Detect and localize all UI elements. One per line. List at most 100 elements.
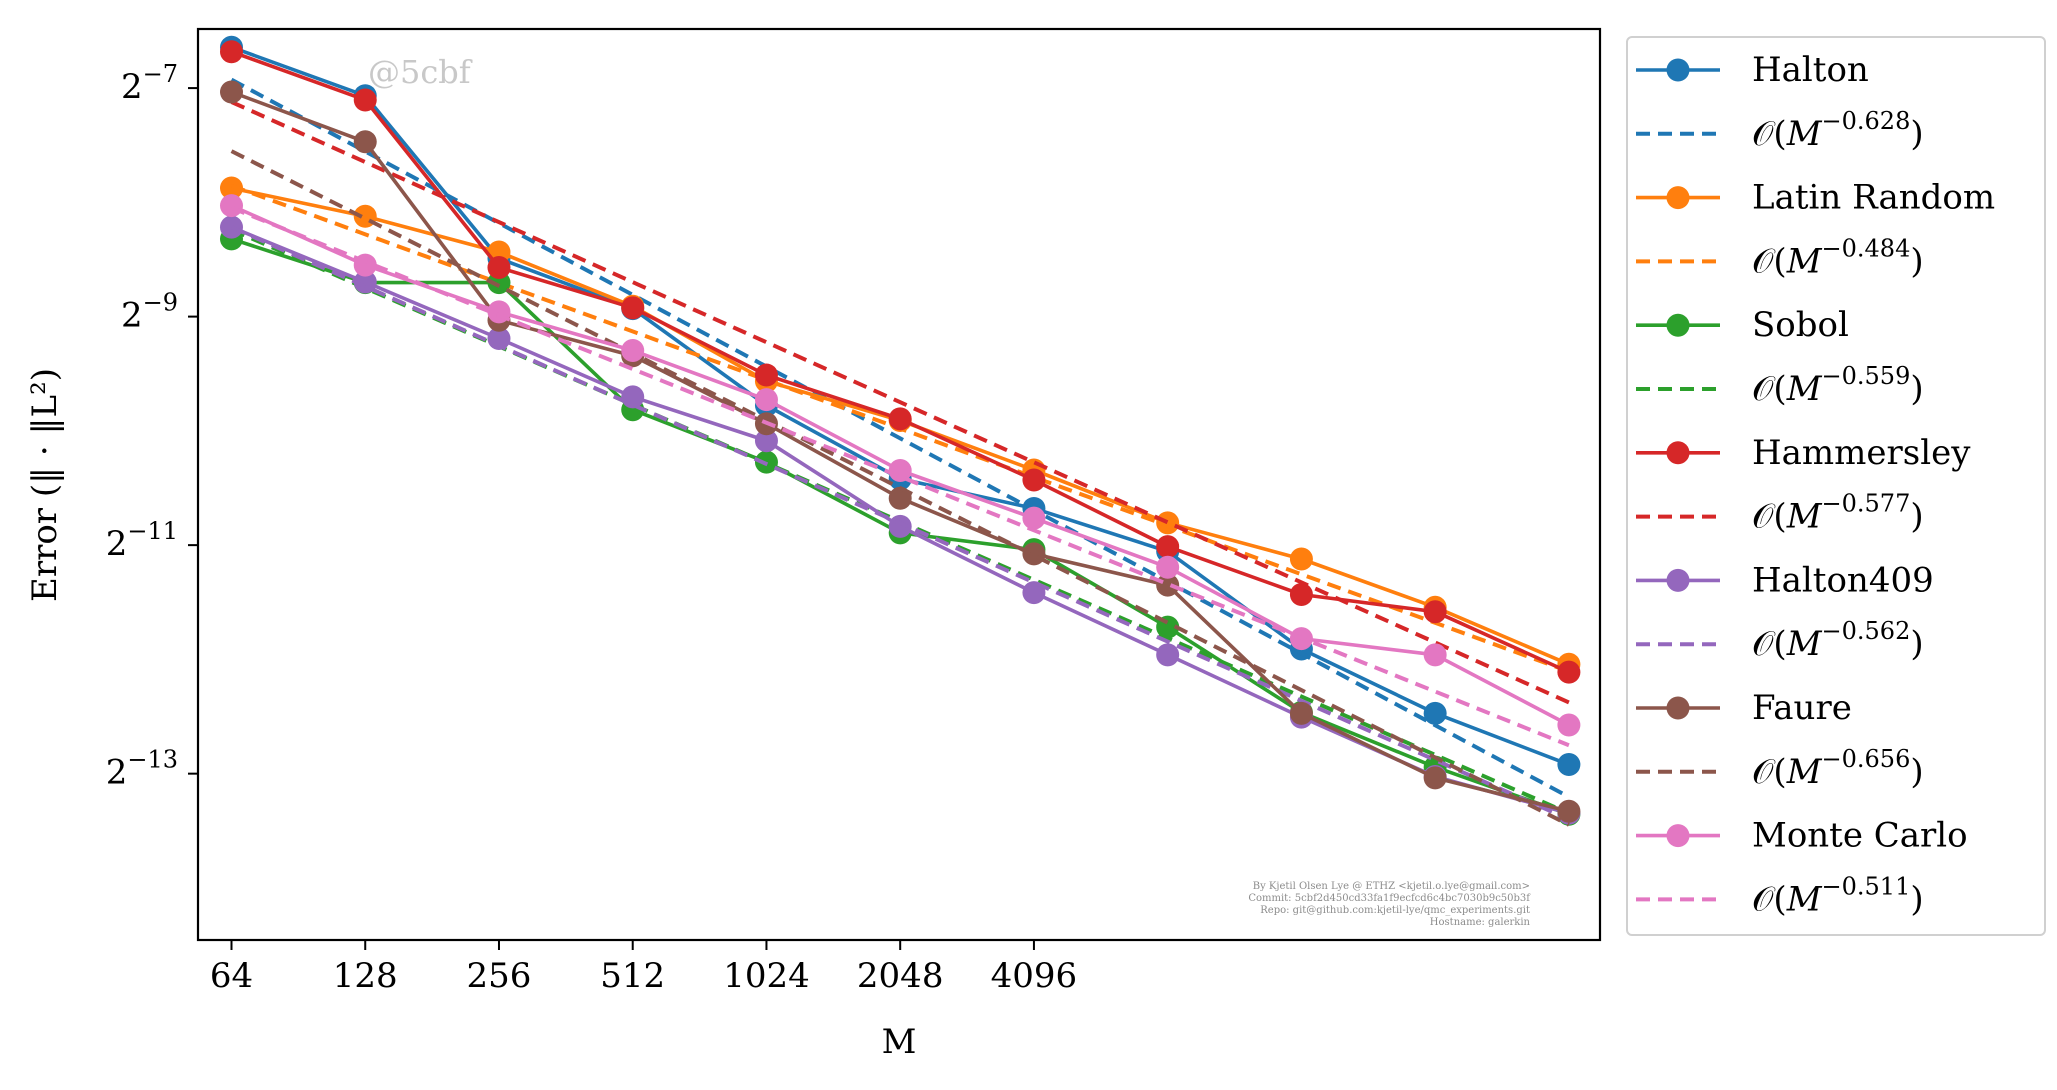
fit-line [230,77,1570,799]
legend-item-2: Latin Random [1636,178,1995,218]
data-point [1557,660,1581,684]
fit-line [230,149,1570,827]
data-point [888,407,912,431]
x-tick-label: 4096 [991,956,1078,996]
fit-line [230,225,1570,822]
data-point [1423,701,1447,725]
legend-label: 𝒪(M−0.484) [1752,234,1924,281]
legend-swatch-marker [1666,441,1690,465]
legend-frame [1626,36,2046,936]
data-point [1423,643,1447,667]
y-tick-label: 2−7 [121,60,178,107]
credits-line: Repo: git@github.com:kjetil-lye/qmc_expe… [1260,905,1530,916]
legend-item-0: Halton [1636,50,1869,90]
legend-item-6: Hammersley [1636,433,1971,473]
credits-line: Hostname: galerkin [1430,917,1531,928]
x-axis-label: M [882,1022,917,1062]
series-7 [230,100,1570,705]
data-point [754,388,778,412]
data-point [1557,753,1581,777]
fit-line [230,205,1570,748]
credits-line: Commit: 5cbf2d450cd33fa1f9ecfcd6c4bc7030… [1248,893,1531,904]
x-tick-label: 1024 [723,956,810,996]
legend-swatch-marker [1666,696,1690,720]
legend-item-3: 𝒪(M−0.484) [1636,234,1924,281]
legend-label: 𝒪(M−0.559) [1752,362,1924,409]
legend-label: Faure [1752,688,1852,728]
data-point [219,40,243,64]
y-tick-label: 2−13 [106,746,178,793]
data-point [754,363,778,387]
data-point [1022,468,1046,492]
series-13 [230,205,1570,748]
data-point [1022,506,1046,530]
x-tick-label: 64 [210,956,253,996]
watermark: @5cbf [368,53,473,91]
fit-line [230,100,1570,705]
legend-item-9: 𝒪(M−0.562) [1636,617,1924,664]
x-tick-label: 2048 [857,956,944,996]
data-point [888,514,912,538]
data-point [621,385,645,409]
legend-item-4: Sobol [1636,305,1849,345]
plot-series [219,35,1581,827]
plot-frame [196,27,1602,942]
y-tick-label: 2−9 [121,289,178,336]
data-point [1156,643,1180,667]
series-1 [230,77,1570,799]
data-point [353,88,377,112]
data-point [1156,573,1180,597]
legend-label: Halton [1752,50,1869,90]
data-point [1022,542,1046,566]
data-point [219,176,243,200]
data-point [1423,600,1447,624]
credits-block: By Kjetil Olsen Lye @ ETHZ <kjetil.o.lye… [1248,881,1531,928]
y-axis-ticks: 2−7 2−9 2−11 2−13 [106,60,198,793]
legend-swatch-marker [1666,313,1690,337]
data-point [487,256,511,280]
x-tick-label: 256 [467,956,532,996]
data-point [1423,766,1447,790]
legend-label: Halton409 [1752,560,1934,600]
legend-label: Hammersley [1752,433,1971,473]
data-point [1289,547,1313,571]
legend-item-8: Halton409 [1636,560,1934,600]
y-tick-label: 2−11 [106,517,178,564]
legend-label: 𝒪(M−0.577) [1752,490,1924,537]
data-point [621,296,645,320]
legend-swatch-marker [1666,824,1690,848]
legend-item-5: 𝒪(M−0.559) [1636,362,1924,409]
data-point [1557,799,1581,823]
legend-label: 𝒪(M−0.628) [1752,107,1924,154]
x-axis-ticks: 64 128 256 512 1024 2048 4096 [210,940,1077,996]
legend-item-13: 𝒪(M−0.511) [1636,872,1924,919]
legend-item-1: 𝒪(M−0.628) [1636,107,1924,154]
data-point [219,194,243,218]
legend-label: Monte Carlo [1752,816,1968,856]
data-point [219,80,243,104]
data-point [621,339,645,363]
data-point [1289,701,1313,725]
data-point [754,429,778,453]
data-point [1156,511,1180,535]
data-point [1156,555,1180,579]
legend-item-10: Faure [1636,688,1852,728]
legend: Halton 𝒪(M−0.628) Latin Random 𝒪(M−0.484) So… [1626,36,2046,936]
legend-item-11: 𝒪(M−0.656) [1636,745,1924,792]
legend-item-12: Monte Carlo [1636,816,1968,856]
x-tick-label: 512 [600,956,665,996]
data-point [353,130,377,154]
legend-swatch-marker [1666,186,1690,210]
data-point [1156,535,1180,559]
series-9 [230,225,1570,822]
data-point [353,270,377,294]
legend-swatch-marker [1666,58,1690,82]
data-point [1557,713,1581,737]
legend-item-7: 𝒪(M−0.577) [1636,490,1924,537]
legend-label: 𝒪(M−0.511) [1752,872,1924,919]
data-point [1289,582,1313,606]
legend-swatch-marker [1666,568,1690,592]
legend-label: Sobol [1752,305,1849,345]
